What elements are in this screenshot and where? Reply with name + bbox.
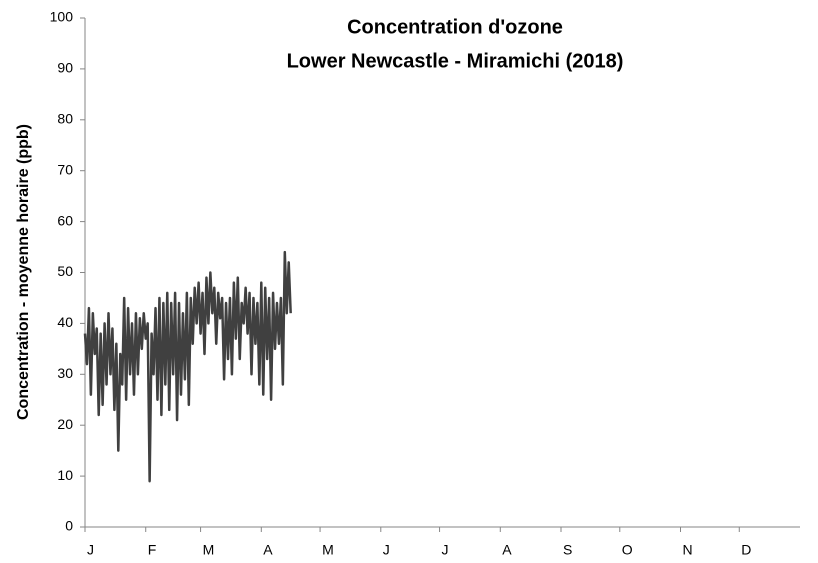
x-tick-label: J xyxy=(87,542,94,558)
x-tick-label: F xyxy=(148,542,157,558)
chart-title: Concentration d'ozone xyxy=(347,16,563,38)
x-tick-label: S xyxy=(563,542,572,558)
chart-subtitle: Lower Newcastle - Miramichi (2018) xyxy=(287,50,624,72)
y-tick-label: 50 xyxy=(57,263,73,279)
y-tick-label: 30 xyxy=(57,365,73,381)
y-tick-label: 90 xyxy=(57,60,73,76)
y-tick-label: 80 xyxy=(57,111,73,127)
x-tick-label: A xyxy=(263,542,273,558)
y-tick-label: 0 xyxy=(65,518,73,534)
x-tick-label: J xyxy=(442,542,449,558)
x-tick-label: D xyxy=(741,542,751,558)
y-tick-label: 70 xyxy=(57,161,73,177)
x-tick-label: A xyxy=(502,542,512,558)
y-tick-label: 40 xyxy=(57,314,73,330)
x-tick-label: M xyxy=(203,542,215,558)
y-tick-label: 100 xyxy=(50,9,74,25)
x-tick-label: N xyxy=(683,542,693,558)
data-line xyxy=(83,250,292,483)
x-tick-label: O xyxy=(622,542,633,558)
y-tick-label: 60 xyxy=(57,212,73,228)
x-tick-label: M xyxy=(322,542,334,558)
y-axis-title: Concentration - moyenne horaire (ppb) xyxy=(15,124,32,420)
x-tick-label: J xyxy=(383,542,390,558)
y-tick-label: 10 xyxy=(57,467,73,483)
y-tick-label: 20 xyxy=(57,416,73,432)
